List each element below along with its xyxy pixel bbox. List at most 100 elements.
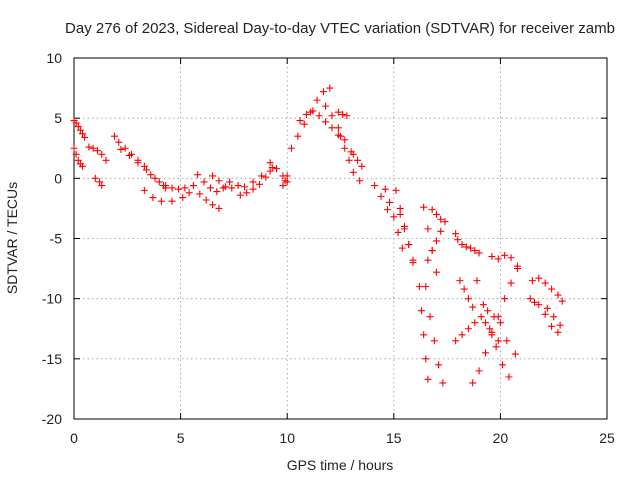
data-point [390,213,398,221]
data-point [319,88,327,96]
data-point [236,191,244,199]
data-point [322,102,330,110]
data-point [302,111,310,119]
data-point [481,349,489,357]
data-point [486,325,494,333]
data-point [458,241,466,249]
data-point [213,188,221,196]
data-point [471,247,479,255]
data-point [452,230,460,238]
data-series [91,174,106,190]
data-series [111,132,170,192]
data-point [341,136,349,144]
y-axis-label: SDTVAR / TECUs [4,182,20,294]
data-point [424,256,432,264]
data-point [554,291,562,299]
data-point [140,162,148,170]
data-point [496,319,504,327]
data-series [396,210,417,264]
data-series [236,164,276,199]
data-point [341,144,349,152]
data-point [424,375,432,383]
data-point [296,117,304,125]
data-point [72,150,80,158]
data-series [481,319,502,345]
data-point [432,268,440,276]
data-point [339,111,347,119]
data-point [72,119,80,127]
data-point [507,254,515,262]
data-point [85,143,93,151]
data-point [503,337,511,345]
data-point [328,112,336,120]
data-series [140,186,193,205]
data-point [543,304,551,312]
y-tick-label: -15 [42,351,62,367]
data-point [435,361,443,369]
data-point [111,132,119,140]
data-point [475,249,483,257]
data-point [81,133,89,141]
data-point [313,96,321,104]
y-tick-label: 5 [54,110,62,126]
data-point [469,379,477,387]
data-point [499,361,507,369]
data-point [456,277,464,285]
tick-labels: 0 5 10 15 20 25 -20 -15 -10 -5 0 5 10 [42,50,615,446]
data-point [255,180,263,188]
y-tick-label: -10 [42,291,62,307]
data-series [196,190,223,212]
data-point [484,307,492,315]
data-series [422,283,447,387]
data-point [548,285,556,293]
data-point [262,173,270,181]
data-point [531,298,539,306]
data-series [337,132,364,185]
data-series [241,167,274,191]
data-point [358,162,366,170]
y-tick-label: 0 [54,170,62,186]
data-point [415,283,423,291]
data-point [337,132,344,140]
data-point [162,182,170,190]
data-point [221,183,229,191]
data-point [179,194,187,202]
data-point [181,184,189,192]
data-point [258,172,266,180]
data-point [241,183,249,191]
data-series [162,182,197,193]
data-point [511,350,519,358]
data-point [432,237,440,245]
data-point [91,174,99,182]
data-point [234,182,242,190]
data-point [462,243,470,251]
data-point [281,177,289,185]
data-point [215,204,223,212]
data-point [422,355,430,363]
data-point [554,328,562,336]
data-point [226,178,234,186]
data-point [134,159,142,167]
data-point [488,328,496,336]
data-point [343,112,351,120]
data-point [93,147,101,155]
data-series [526,295,539,306]
data-point [174,185,182,193]
data-point [441,218,449,226]
data-point [345,156,353,164]
data-point [550,313,558,321]
data-point [473,277,481,285]
data-series [296,107,342,139]
data-point [377,192,385,200]
data-point [326,84,334,92]
data-point [121,144,129,152]
data-point [526,295,534,303]
data-series [543,304,564,329]
data-point [400,225,408,233]
data-series [428,206,445,223]
data-point [464,325,472,333]
data-point [228,184,236,192]
data-point [396,210,404,218]
data-point [268,164,276,172]
